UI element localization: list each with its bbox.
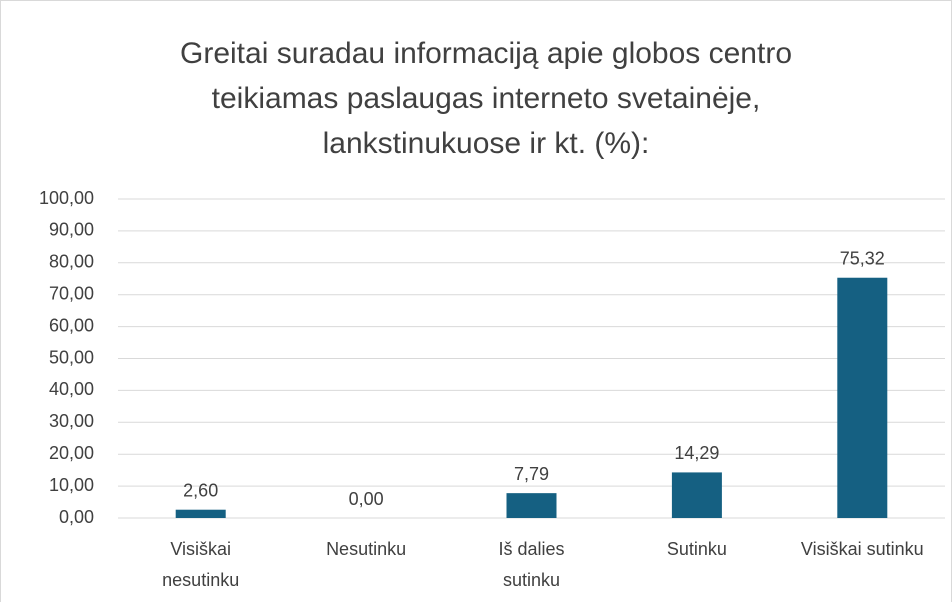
x-tick-label: Sutinku <box>667 539 727 559</box>
data-label: 2,60 <box>183 480 218 500</box>
x-tick-label: Visiškai nesutinku <box>162 539 239 590</box>
y-tick-label: 40,00 <box>49 379 94 399</box>
y-tick-label: 70,00 <box>49 283 94 303</box>
y-tick-label: 0,00 <box>59 507 94 527</box>
y-tick-label: 50,00 <box>49 347 94 367</box>
y-tick-label: 20,00 <box>49 443 94 463</box>
y-tick-label: 100,00 <box>39 188 94 208</box>
y-tick-label: 10,00 <box>49 475 94 495</box>
bar <box>506 493 557 518</box>
bar <box>671 472 722 518</box>
y-tick-label: 30,00 <box>49 411 94 431</box>
data-label: 14,29 <box>674 443 719 463</box>
data-label: 75,32 <box>840 248 885 268</box>
y-tick-label: 80,00 <box>49 252 94 272</box>
x-tick-label: Visiškai sutinku <box>801 539 924 559</box>
data-label: 7,79 <box>514 464 549 484</box>
bar <box>175 509 226 518</box>
x-tick-label: Iš dalies sutinku <box>498 539 564 590</box>
bar <box>837 277 888 518</box>
x-tick-label: Nesutinku <box>326 539 406 559</box>
data-label: 0,00 <box>349 489 384 509</box>
chart-title: Greitai suradau informaciją apie globos … <box>180 37 792 160</box>
y-tick-label: 90,00 <box>49 220 94 240</box>
y-tick-label: 60,00 <box>49 315 94 335</box>
